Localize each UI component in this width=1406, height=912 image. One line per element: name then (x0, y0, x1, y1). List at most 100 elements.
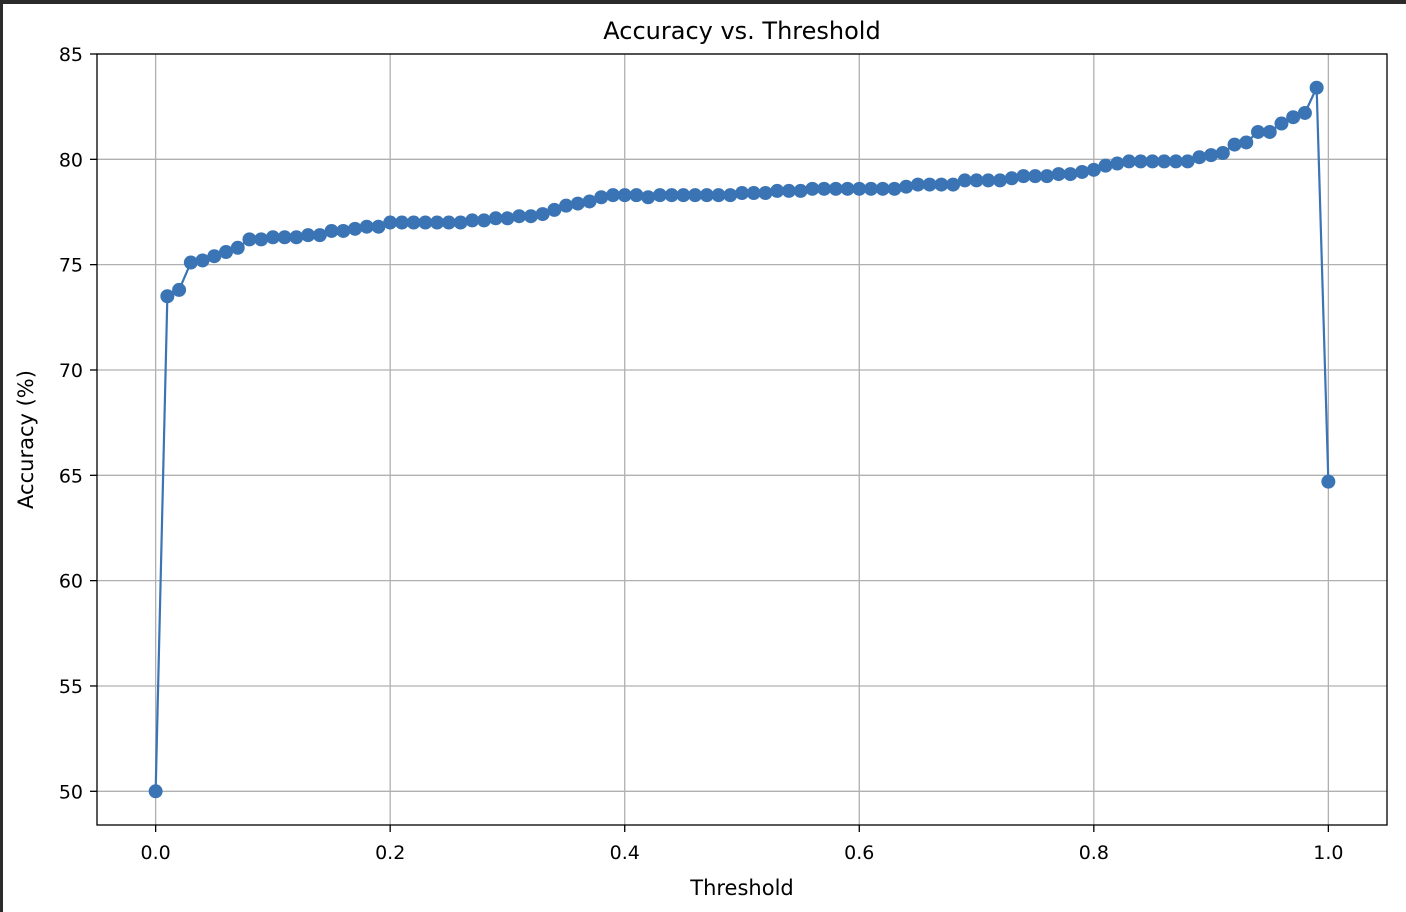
data-point (219, 245, 233, 260)
data-point (1215, 146, 1230, 161)
data-point (1075, 164, 1090, 179)
y-tick-label: 50 (59, 781, 83, 803)
data-point (488, 211, 503, 226)
data-point (324, 223, 339, 238)
data-point (793, 183, 808, 198)
x-tick-label: 0.2 (375, 842, 405, 864)
data-point (1110, 156, 1125, 171)
chart-title: Accuracy vs. Threshold (603, 17, 880, 45)
data-point (606, 188, 620, 203)
x-tick-label: 0.6 (844, 842, 874, 864)
data-point (770, 183, 785, 198)
data-point (1028, 169, 1043, 184)
data-point (993, 173, 1007, 188)
data-point (441, 215, 456, 230)
data-point (160, 289, 175, 304)
data-point (746, 186, 761, 201)
data-point (265, 230, 280, 245)
data-point (418, 215, 433, 230)
data-point (254, 232, 269, 247)
data-point (207, 249, 222, 264)
y-tick-label: 60 (59, 571, 83, 593)
y-axis-label: Accuracy (%) (14, 370, 38, 509)
data-point (477, 213, 491, 228)
accuracy-threshold-chart: 0.0 0.2 0.4 0.6 0.8 1.0 50 55 60 65 70 75 80 85 Accur… (14, 17, 1388, 900)
data-point (699, 188, 714, 203)
data-point (817, 181, 832, 196)
data-point (1039, 169, 1054, 184)
data-point (230, 240, 245, 255)
y-tick-label: 55 (59, 676, 83, 698)
data-point (957, 173, 972, 188)
data-point (1016, 169, 1031, 184)
data-point (840, 181, 855, 196)
data-point (430, 215, 445, 230)
x-tick-label: 0.0 (141, 842, 171, 864)
data-point (1168, 154, 1183, 169)
data-point (676, 188, 691, 203)
data-point (348, 221, 362, 236)
y-tick-label: 85 (59, 44, 83, 66)
data-point (394, 215, 409, 230)
data-point (852, 181, 867, 196)
data-point (781, 183, 796, 198)
data-point (664, 188, 679, 203)
data-point (406, 215, 421, 230)
data-point (512, 209, 527, 224)
data-point (242, 232, 257, 247)
data-point (289, 230, 304, 245)
data-point (1122, 154, 1136, 169)
data-point (1239, 135, 1254, 150)
data-point (934, 177, 949, 192)
data-point (805, 181, 820, 196)
data-point (594, 190, 609, 205)
data-point (523, 209, 538, 224)
data-point (875, 181, 890, 196)
data-point (301, 228, 316, 243)
data-point (1051, 167, 1066, 182)
x-tick-label: 0.8 (1079, 842, 1109, 864)
data-point (1133, 154, 1148, 169)
data-point (371, 219, 386, 234)
y-tick-label: 75 (59, 255, 83, 277)
data-point (946, 177, 961, 192)
data-point (570, 196, 585, 211)
data-point (1063, 167, 1078, 182)
data-point (172, 282, 187, 297)
y-tick-label: 65 (59, 465, 83, 487)
y-tick-label: 70 (59, 360, 83, 382)
data-point (1204, 148, 1219, 163)
data-point (535, 207, 550, 222)
data-point (641, 190, 656, 205)
data-point (582, 194, 597, 209)
data-point (887, 181, 902, 196)
data-point (1251, 124, 1265, 139)
x-tick-label: 1.0 (1313, 842, 1343, 864)
data-point (1262, 124, 1277, 139)
data-point (910, 177, 925, 192)
data-point (453, 215, 468, 230)
data-point (735, 186, 749, 201)
data-point (1004, 171, 1019, 186)
data-point (981, 173, 996, 188)
data-point (359, 219, 374, 234)
data-point (652, 188, 667, 203)
data-point (864, 181, 878, 196)
data-point (688, 188, 703, 203)
data-point (828, 181, 843, 196)
data-point (617, 188, 632, 203)
data-point (336, 223, 351, 238)
data-point (195, 253, 210, 268)
y-tick-label: 80 (59, 149, 83, 171)
x-tick-label: 0.4 (610, 842, 640, 864)
data-point (1157, 154, 1172, 169)
axes-frame (96, 53, 1388, 826)
data-point (183, 255, 198, 270)
data-point (1192, 150, 1207, 165)
x-axis-label: Threshold (689, 876, 794, 900)
ticks: 0.0 0.2 0.4 0.6 0.8 1.0 50 55 60 65 70 75 80 85 (59, 44, 1344, 864)
data-point (899, 179, 914, 194)
data-point (1321, 474, 1336, 489)
data-point (547, 202, 562, 217)
data-point (148, 784, 163, 799)
